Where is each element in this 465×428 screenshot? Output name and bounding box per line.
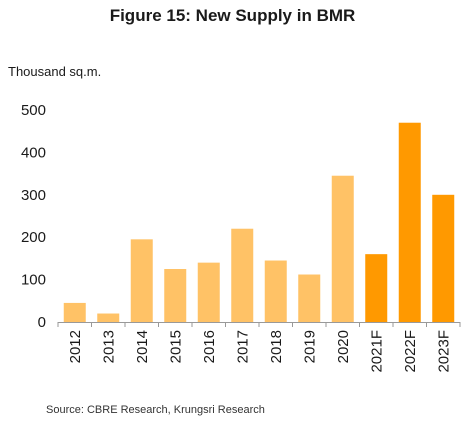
y-tick-label: 200 [21,229,46,246]
bar-2017 [231,228,254,322]
bar-2019 [298,274,321,322]
y-tick-label: 400 [21,144,46,161]
x-tick-label: 2015 [167,330,184,363]
x-tick-label: 2022F [402,330,419,373]
bar-2018 [264,260,287,322]
x-axis-ticks: 2012 2013 2014 2015 2016 2017 2018 2019 2020 2021… [57,322,461,373]
bar-2015 [164,269,187,322]
y-tick-label: 0 [38,314,46,331]
chart-title: Figure 15: New Supply in BMR [109,6,356,25]
x-tick-label: 2020 [335,330,352,363]
x-tick-label: 2014 [134,330,151,363]
x-tick-label: 2023F [435,330,452,373]
bar-2013 [97,313,120,322]
bars [63,122,455,322]
y-tick-label: 300 [21,187,46,204]
bar-2021f [365,254,388,322]
x-tick-label: 2017 [234,330,251,363]
x-tick-label: 2012 [67,330,84,363]
y-axis-label: Thousand sq.m. [8,64,102,79]
x-tick-label: 2013 [100,330,117,363]
bar-2022f [398,122,421,322]
x-tick-label: 2021F [368,330,385,373]
x-tick-label: 2018 [268,330,285,363]
bar-2023f [432,194,455,322]
y-axis-ticks: 0 100 200 300 400 500 [21,102,46,331]
y-tick-label: 100 [21,272,46,289]
source-note: Source: CBRE Research, Krungsri Research [46,404,265,416]
y-tick-label: 500 [21,102,46,119]
bar-2014 [130,239,153,322]
x-tick-label: 2019 [301,330,318,363]
bar-2016 [197,262,220,322]
bar-2012 [63,302,86,322]
x-tick-label: 2016 [201,330,218,363]
bar-2020 [331,175,354,322]
